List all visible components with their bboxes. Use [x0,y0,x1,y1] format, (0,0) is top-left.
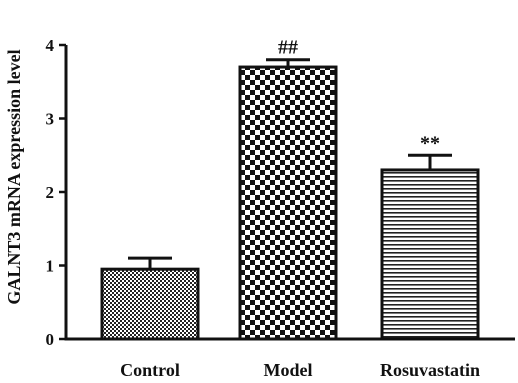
x-tick-label: Model [264,360,313,380]
y-ticks: 0 1 2 3 4 [46,36,66,349]
bars [100,65,480,341]
significance-annotations: ## ** [278,37,440,155]
x-tick-label: Rosuvastatin [380,360,480,380]
x-tick-label: Control [120,360,180,380]
y-tick-label: 1 [46,257,55,276]
significance-marker: ** [420,132,440,154]
bar-rosuvastatin [380,168,480,341]
y-tick-label: 3 [46,110,55,129]
bar-control [100,267,200,341]
bar-model [238,65,338,341]
error-bars [128,58,452,270]
x-tick-labels: Control Model Rosuvastatin [120,360,480,380]
y-tick-label: 0 [46,330,55,349]
significance-marker: ## [278,37,298,59]
y-tick-label: 2 [46,183,55,202]
y-tick-label: 4 [46,36,55,55]
y-axis-label: GALNT3 mRNA expression level [4,49,24,304]
